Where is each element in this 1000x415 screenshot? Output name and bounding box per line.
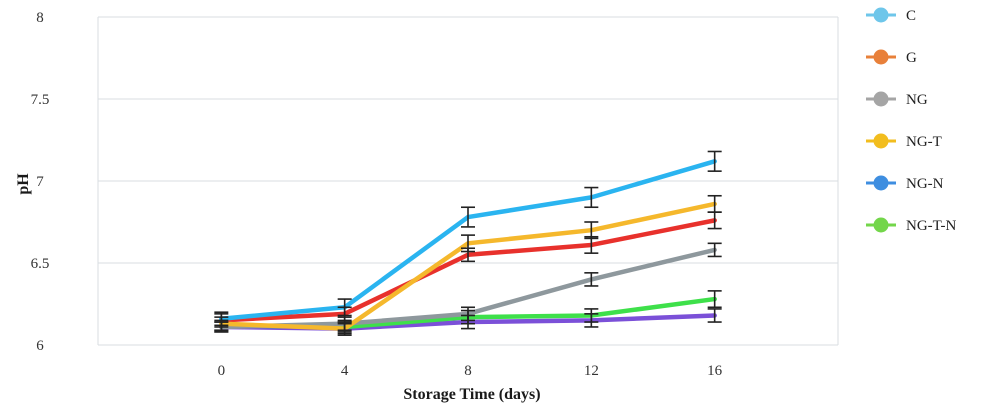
error-bar — [461, 206, 475, 228]
error-bar — [707, 150, 722, 172]
x-axis-title: Storage Time (days) — [403, 386, 540, 403]
y-tick-label: 6.5 — [31, 256, 50, 272]
legend-item: NG-T-N — [866, 217, 956, 234]
legend-marker — [873, 175, 889, 191]
x-tick-label: 8 — [464, 363, 472, 379]
legend-label: NG — [906, 92, 928, 108]
x-tick-label: 4 — [341, 363, 349, 379]
legend-marker — [873, 7, 889, 23]
error-bar — [461, 314, 475, 330]
y-tick-label: 6 — [36, 338, 44, 354]
y-tick-label: 8 — [36, 10, 44, 26]
y-tick-labels: 6 6.5 7 7.5 8 — [31, 10, 50, 354]
error-bar — [707, 211, 722, 230]
legend-marker — [873, 133, 889, 149]
y-axis-title: pH — [15, 173, 32, 195]
error-bar — [584, 186, 599, 209]
error-bar — [707, 290, 722, 309]
legend-item: G — [866, 49, 917, 66]
legend-label: NG-T — [906, 134, 942, 150]
error-bar — [707, 242, 722, 258]
legend-marker — [873, 49, 889, 65]
x-tick-label: 12 — [584, 363, 599, 379]
error-bar — [214, 321, 229, 333]
error-bar — [461, 247, 475, 263]
legend-label: NG-T-N — [906, 218, 956, 234]
error-bar — [707, 308, 722, 323]
y-tick-label: 7.5 — [31, 92, 50, 108]
error-bar — [584, 272, 599, 287]
legend-marker — [873, 91, 889, 107]
y-tick-label: 7 — [36, 174, 44, 190]
legend-label: NG-N — [906, 176, 944, 192]
error-bars — [214, 150, 722, 336]
x-tick-label: 16 — [707, 363, 723, 379]
error-bar — [584, 235, 599, 254]
legend-item: NG-N — [866, 175, 944, 192]
legend-marker — [873, 217, 889, 233]
error-bar — [584, 313, 599, 328]
x-tick-label: 0 — [218, 363, 226, 379]
error-bar — [337, 322, 352, 335]
legend-label: G — [906, 50, 917, 66]
legend-item: NG — [866, 91, 928, 108]
x-tick-labels: 0 4 8 12 16 — [218, 363, 723, 379]
legend-item: NG-T — [866, 133, 942, 150]
legend-item: C — [866, 7, 916, 24]
grid — [97, 16, 839, 346]
legend: C G NG NG-T NG-N NG-T-N — [866, 7, 956, 234]
legend-label: C — [906, 8, 916, 24]
